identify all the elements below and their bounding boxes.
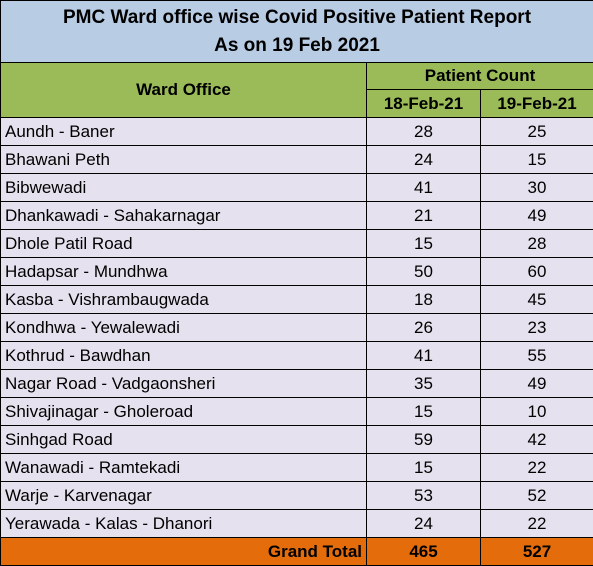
table-row: Dhole Patil Road 15 28 — [0, 229, 593, 258]
grand-total-label: Grand Total — [0, 537, 367, 566]
count-18-feb-cell: 15 — [366, 453, 481, 482]
ward-name-cell: Yerawada - Kalas - Dhanori — [0, 509, 367, 538]
count-19-feb-cell: 55 — [479, 341, 593, 370]
count-18-feb-cell: 50 — [366, 257, 481, 286]
table-row: Wanawadi - Ramtekadi 15 22 — [0, 453, 593, 482]
grand-total-19-feb: 527 — [479, 537, 593, 566]
count-18-feb-cell: 41 — [366, 173, 481, 202]
count-19-feb-cell: 42 — [479, 425, 593, 454]
table-row: Yerawada - Kalas - Dhanori 24 22 — [0, 509, 593, 538]
ward-name-cell: Bhawani Peth — [0, 145, 367, 174]
ward-name-cell: Warje - Karvenagar — [0, 481, 367, 510]
count-18-feb-cell: 53 — [366, 481, 481, 510]
grand-total-18-feb: 465 — [366, 537, 481, 566]
count-18-feb-cell: 15 — [366, 397, 481, 426]
grand-total-row: Grand Total 465 527 — [0, 537, 593, 566]
ward-name-cell: Sinhgad Road — [0, 425, 367, 454]
count-19-feb-cell: 28 — [479, 229, 593, 258]
count-19-feb-cell: 60 — [479, 257, 593, 286]
count-18-feb-cell: 35 — [366, 369, 481, 398]
table-row: Nagar Road - Vadgaonsheri 35 49 — [0, 369, 593, 398]
table-row: Aundh - Baner 28 25 — [0, 117, 593, 146]
table-row: Sinhgad Road 59 42 — [0, 425, 593, 454]
table-row: Kothrud - Bawdhan 41 55 — [0, 341, 593, 370]
table-row: Shivajinagar - Gholeroad 15 10 — [0, 397, 593, 426]
ward-name-cell: Kothrud - Bawdhan — [0, 341, 367, 370]
count-19-feb-cell: 49 — [479, 369, 593, 398]
count-19-feb-cell: 49 — [479, 201, 593, 230]
count-18-feb-cell: 24 — [366, 509, 481, 538]
ward-name-cell: Wanawadi - Ramtekadi — [0, 453, 367, 482]
table-row: Bhawani Peth 24 15 — [0, 145, 593, 174]
count-19-feb-cell: 45 — [479, 285, 593, 314]
date-header-19-feb: 19-Feb-21 — [479, 89, 593, 118]
report-title-line2: As on 19 Feb 2021 — [214, 34, 380, 56]
table-row: Kondhwa - Yewalewadi 26 23 — [0, 313, 593, 342]
count-18-feb-cell: 21 — [366, 201, 481, 230]
ward-name-cell: Kasba - Vishrambaugwada — [0, 285, 367, 314]
count-18-feb-cell: 18 — [366, 285, 481, 314]
ward-name-cell: Bibwewadi — [0, 173, 367, 202]
ward-name-cell: Nagar Road - Vadgaonsheri — [0, 369, 367, 398]
report-title-line1: PMC Ward office wise Covid Positive Pati… — [62, 6, 532, 28]
ward-name-cell: Shivajinagar - Gholeroad — [0, 397, 367, 426]
table-row: Dhankawadi - Sahakarnagar 21 49 — [0, 201, 593, 230]
count-18-feb-cell: 41 — [366, 341, 481, 370]
patient-count-header: Patient Count — [365, 62, 593, 90]
table-row: Bibwewadi 41 30 — [0, 173, 593, 202]
report-title: PMC Ward office wise Covid Positive Pati… — [0, 0, 593, 63]
count-18-feb-cell: 15 — [366, 229, 481, 258]
count-19-feb-cell: 22 — [479, 453, 593, 482]
count-18-feb-cell: 26 — [366, 313, 481, 342]
ward-name-cell: Dhole Patil Road — [0, 229, 367, 258]
date-header-18-feb: 18-Feb-21 — [366, 89, 481, 118]
count-19-feb-cell: 22 — [479, 509, 593, 538]
count-18-feb-cell: 24 — [366, 145, 481, 174]
count-19-feb-cell: 30 — [479, 173, 593, 202]
ward-name-cell: Dhankawadi - Sahakarnagar — [0, 201, 367, 230]
ward-office-header: Ward Office — [0, 62, 367, 118]
count-19-feb-cell: 10 — [479, 397, 593, 426]
count-19-feb-cell: 52 — [479, 481, 593, 510]
table-row: Warje - Karvenagar 53 52 — [0, 481, 593, 510]
ward-name-cell: Kondhwa - Yewalewadi — [0, 313, 367, 342]
ward-name-cell: Aundh - Baner — [0, 117, 367, 146]
table-row: Hadapsar - Mundhwa 50 60 — [0, 257, 593, 286]
count-18-feb-cell: 59 — [366, 425, 481, 454]
count-19-feb-cell: 25 — [479, 117, 593, 146]
count-19-feb-cell: 15 — [479, 145, 593, 174]
count-18-feb-cell: 28 — [366, 117, 481, 146]
ward-name-cell: Hadapsar - Mundhwa — [0, 257, 367, 286]
count-19-feb-cell: 23 — [479, 313, 593, 342]
table-row: Kasba - Vishrambaugwada 18 45 — [0, 285, 593, 314]
